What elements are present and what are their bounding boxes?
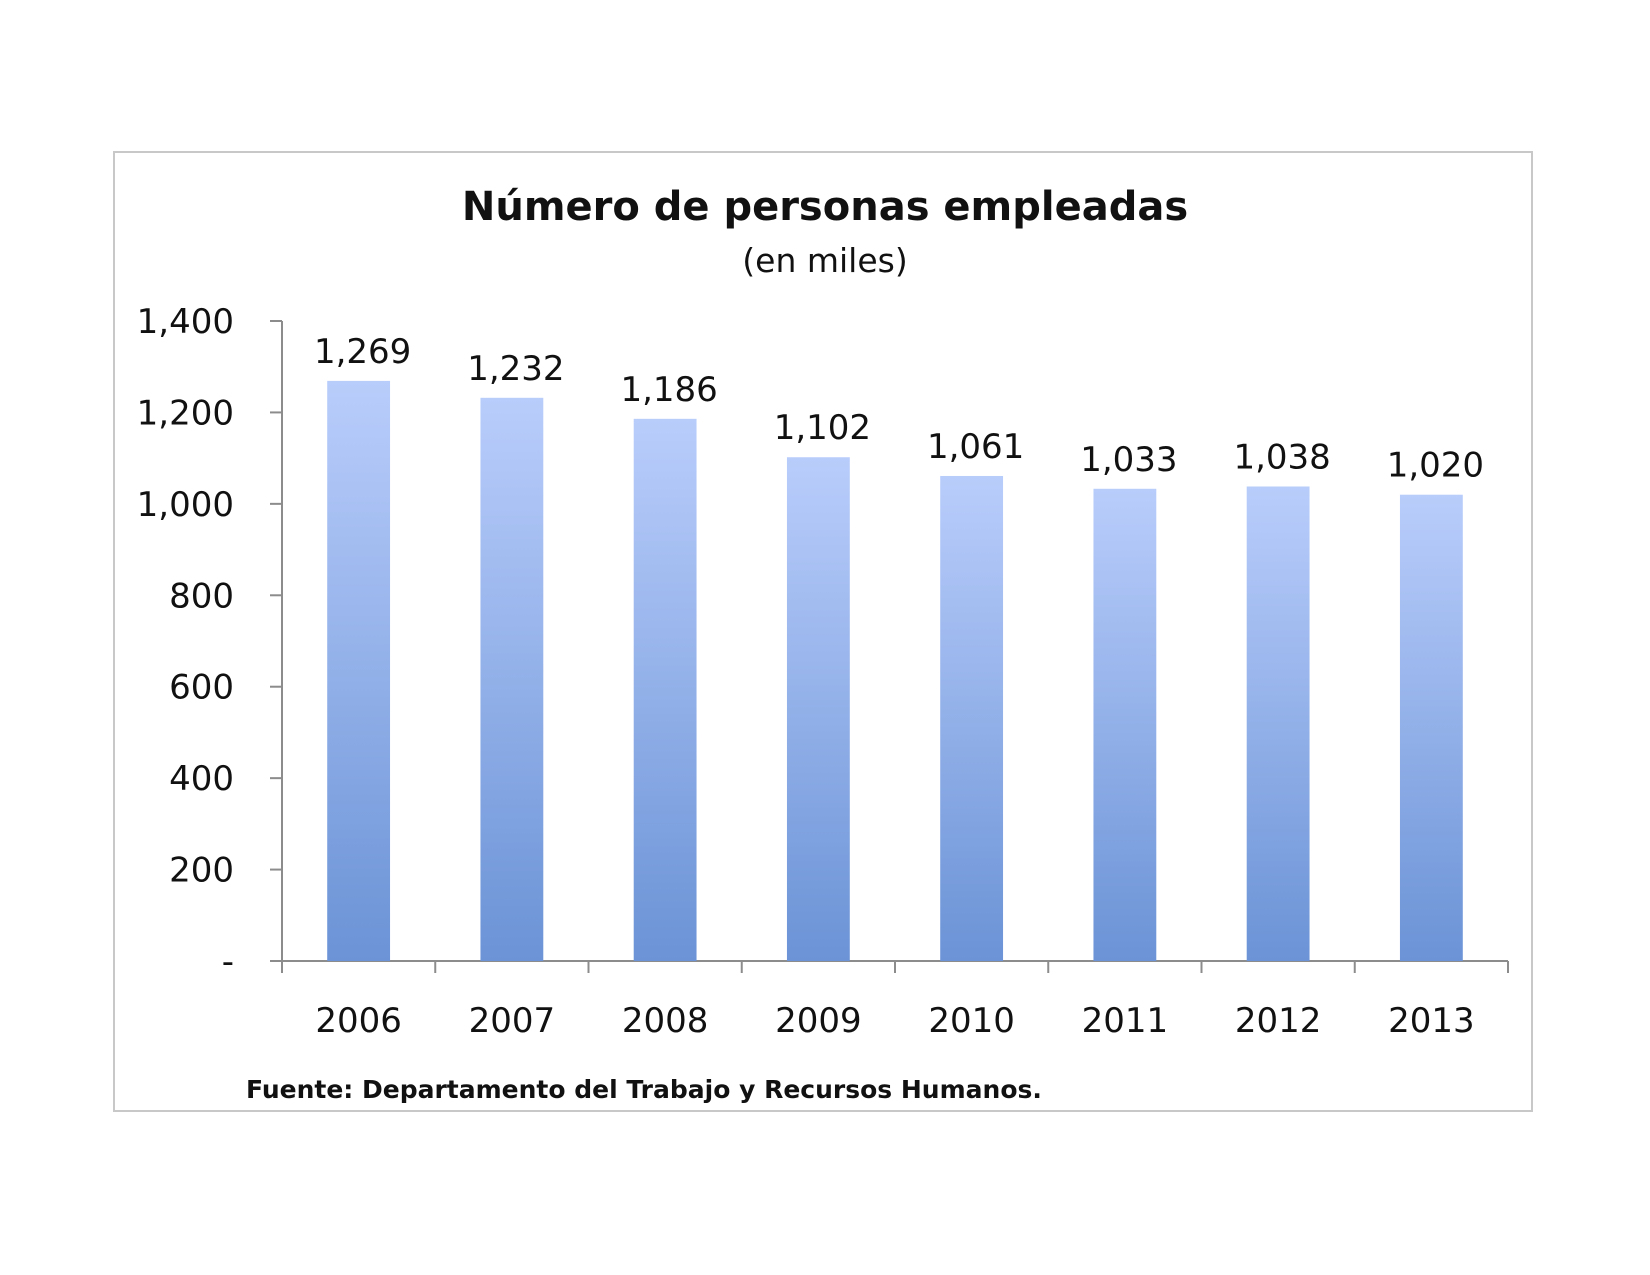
x-tick-label: 2006 (315, 1001, 402, 1041)
data-label-2009: 1,102 (774, 408, 871, 448)
x-tick-label: 2009 (775, 1001, 862, 1041)
bar-2006 (327, 380, 391, 961)
y-tick-label: 200 (169, 851, 234, 891)
bars (327, 380, 1463, 961)
x-tick-label: 2008 (622, 1001, 709, 1041)
y-tick-label: 1,200 (137, 393, 234, 433)
data-label-2012: 1,038 (1233, 437, 1330, 477)
data-label-2010: 1,061 (927, 427, 1024, 467)
x-tick-label: 2013 (1388, 1001, 1475, 1041)
axes: - 200 400 600 800 1,000 1,200 1,400 2006 2007 2008… (137, 302, 1509, 1041)
y-tick-label: - (222, 942, 234, 982)
data-label-2013: 1,020 (1387, 446, 1484, 486)
bar-2007 (480, 397, 544, 961)
data-labels: 1,269 1,232 1,186 1,102 1,061 1,033 1,038 1,020 (314, 332, 1484, 486)
data-label-2006: 1,269 (314, 332, 411, 372)
bar-2012 (1246, 486, 1310, 961)
x-tick-label: 2012 (1235, 1001, 1322, 1041)
data-label-2007: 1,232 (467, 349, 564, 389)
y-tick-label: 400 (169, 759, 234, 799)
bar-2010 (940, 475, 1004, 961)
bar-2011 (1093, 488, 1157, 961)
y-tick-label: 1,400 (137, 302, 234, 342)
x-tick-label: 2011 (1082, 1001, 1169, 1041)
chart-subtitle: (en miles) (742, 241, 907, 280)
source-note: Fuente: Departamento del Trabajo y Recur… (246, 1075, 1042, 1104)
y-tick-label: 800 (169, 576, 234, 616)
y-tick-label: 1,000 (137, 485, 234, 525)
x-tick-label: 2010 (928, 1001, 1015, 1041)
bar-2013 (1399, 494, 1463, 961)
chart-title: Número de personas empleadas (462, 184, 1188, 230)
bar-2008 (633, 418, 697, 961)
x-tick-label: 2007 (469, 1001, 556, 1041)
y-tick-label: 600 (169, 668, 234, 708)
data-label-2008: 1,186 (620, 370, 717, 410)
data-label-2011: 1,033 (1080, 440, 1177, 480)
bar-2009 (786, 457, 850, 961)
